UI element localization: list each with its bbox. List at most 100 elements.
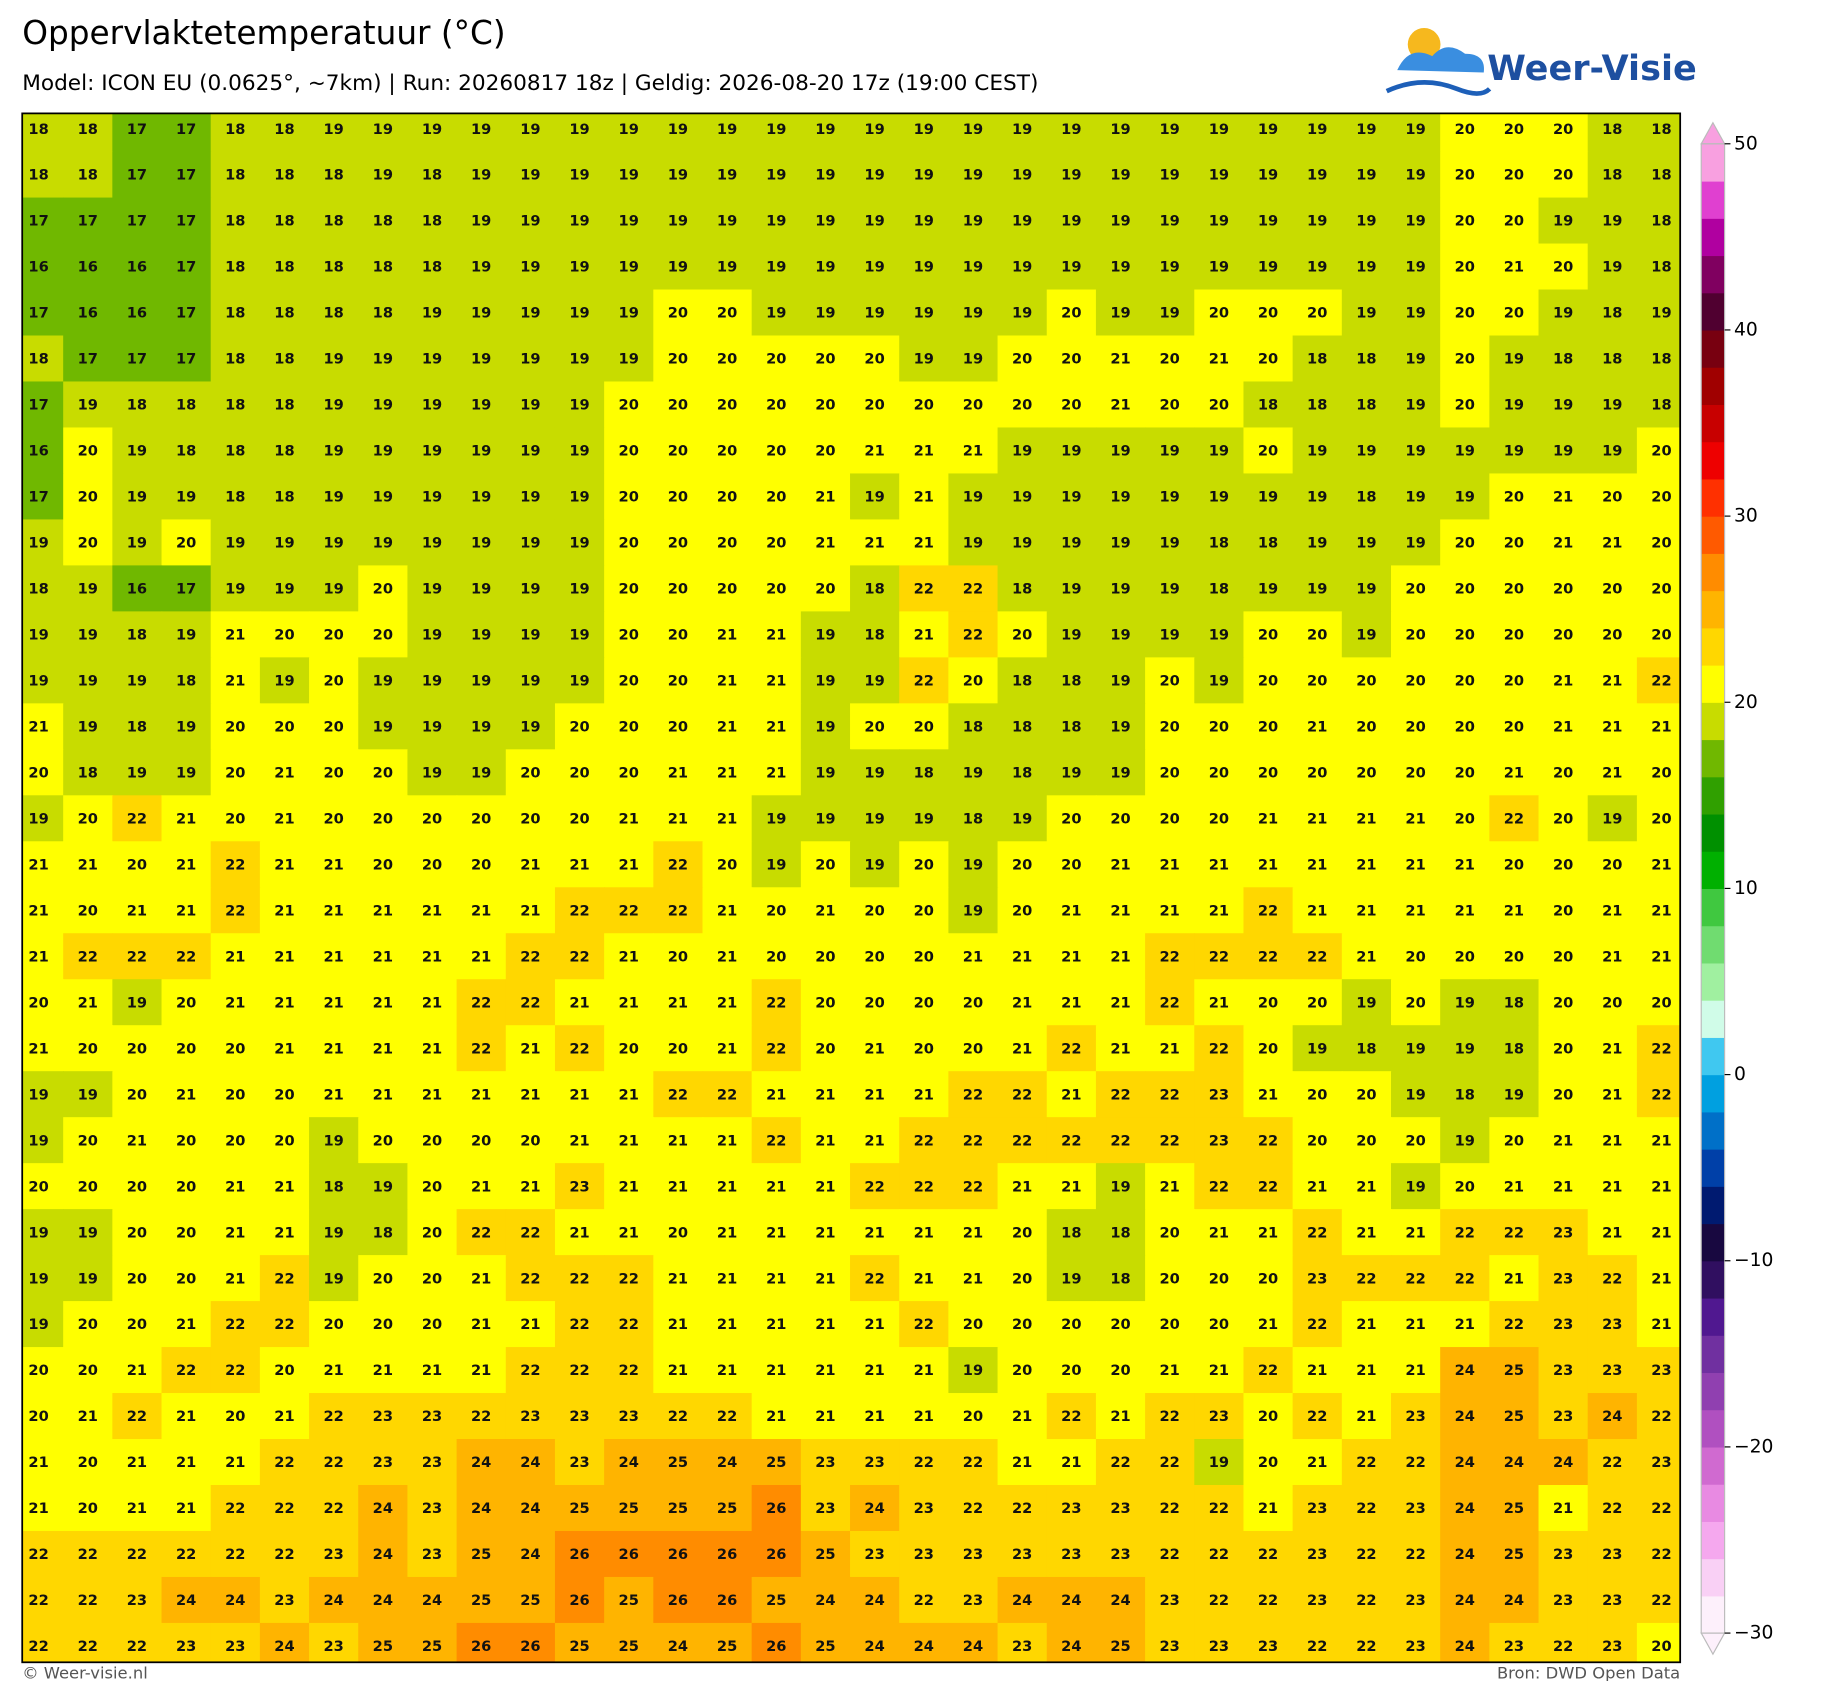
temperature-cell [850, 1347, 900, 1394]
temperature-cell [505, 1347, 556, 1394]
temperature-cell [554, 749, 605, 797]
temperature-label: 22 [1356, 1592, 1376, 1609]
temperature-cell [1243, 611, 1294, 659]
temperature-label: 20 [1061, 351, 1081, 368]
temperature-label: 19 [1405, 1086, 1425, 1103]
temperature-cell [456, 933, 507, 980]
temperature-cell [358, 841, 409, 888]
temperature-label: 20 [471, 810, 491, 827]
temperature-label: 21 [1209, 994, 1229, 1011]
temperature-cell [1587, 427, 1638, 475]
temperature-cell [1440, 519, 1491, 567]
colorbar-band [1701, 143, 1725, 182]
temperature-cell [702, 1439, 753, 1486]
temperature-label: 19 [422, 627, 442, 644]
temperature-label: 19 [569, 443, 589, 460]
temperature-label: 19 [471, 397, 491, 414]
temperature-label: 22 [225, 1362, 245, 1379]
temperature-label: 21 [1356, 1316, 1376, 1333]
temperature-label: 19 [1061, 167, 1081, 184]
temperature-label: 17 [78, 213, 98, 230]
temperature-cell [210, 1163, 261, 1210]
temperature-cell [63, 1255, 114, 1302]
temperature-label: 20 [1405, 764, 1425, 781]
temperature-cell [1636, 1485, 1681, 1532]
temperature-label: 21 [520, 856, 540, 873]
temperature-cell [1194, 565, 1245, 613]
temperature-cell [899, 243, 950, 291]
temperature-label: 19 [1455, 1132, 1475, 1149]
temperature-label: 21 [1553, 1500, 1573, 1517]
temperature-cell [1095, 1530, 1146, 1578]
temperature-label: 20 [717, 489, 737, 506]
temperature-label: 24 [1455, 1592, 1475, 1609]
temperature-label: 20 [520, 810, 540, 827]
temperature-cell [702, 657, 753, 705]
temperature-cell [653, 657, 704, 705]
temperature-label: 22 [914, 1454, 934, 1471]
temperature-cell [1636, 611, 1681, 659]
temperature-cell [1194, 1209, 1245, 1256]
temperature-cell [63, 1576, 114, 1624]
temperature-label: 22 [78, 1638, 98, 1655]
temperature-label: 20 [1258, 1408, 1278, 1425]
temperature-cell [161, 841, 212, 888]
temperature-cell [1145, 1576, 1195, 1624]
temperature-label: 20 [766, 489, 786, 506]
colorbar-band [1701, 441, 1725, 480]
temperature-label: 21 [225, 673, 245, 690]
temperature-cell [161, 519, 212, 567]
temperature-cell [1538, 1530, 1589, 1578]
temperature-cell [1489, 243, 1540, 291]
temperature-cell [899, 1622, 950, 1663]
temperature-cell [1341, 795, 1392, 842]
temperature-cell [1390, 289, 1441, 337]
temperature-cell [1243, 473, 1294, 521]
temperature-cell [505, 1622, 556, 1663]
temperature-label: 20 [1602, 627, 1622, 644]
temperature-label: 25 [471, 1546, 491, 1563]
temperature-cell [1292, 113, 1343, 153]
temperature-label: 19 [1602, 443, 1622, 460]
temperature-label: 21 [1307, 718, 1327, 735]
temperature-cell [1489, 703, 1540, 751]
temperature-label: 22 [1012, 1132, 1032, 1149]
temperature-cell [653, 473, 704, 521]
temperature-label: 22 [1012, 1086, 1032, 1103]
temperature-cell [1095, 113, 1146, 153]
temperature-label: 21 [422, 948, 442, 965]
temperature-label: 19 [471, 305, 491, 322]
temperature-cell [997, 749, 1048, 797]
temperature-cell [1538, 1301, 1589, 1348]
temperature-label: 21 [1307, 1454, 1327, 1471]
temperature-cell [800, 1485, 851, 1532]
temperature-label: 19 [1110, 305, 1130, 322]
temperature-cell [604, 1209, 655, 1256]
temperature-cell [800, 427, 851, 475]
temperature-cell [112, 197, 163, 245]
temperature-label: 21 [1012, 1454, 1032, 1471]
temperature-label: 23 [1110, 1500, 1130, 1517]
temperature-cell [1341, 933, 1392, 980]
temperature-label: 19 [225, 535, 245, 552]
temperature-label: 21 [1602, 718, 1622, 735]
temperature-label: 19 [815, 259, 835, 276]
temperature-cell [309, 1209, 359, 1256]
temperature-cell [1341, 473, 1392, 521]
temperature-cell [899, 1393, 950, 1440]
temperature-cell [1636, 657, 1681, 705]
temperature-label: 20 [422, 1270, 442, 1287]
temperature-label: 20 [28, 1408, 48, 1425]
temperature-label: 20 [1553, 1040, 1573, 1057]
temperature-label: 20 [1602, 994, 1622, 1011]
temperature-label: 18 [1012, 718, 1032, 735]
temperature-cell [63, 1025, 114, 1072]
temperature-label: 19 [127, 535, 147, 552]
temperature-label: 20 [1258, 1454, 1278, 1471]
temperature-cell [1489, 1485, 1540, 1532]
temperature-cell [997, 979, 1048, 1026]
temperature-cell [1046, 1393, 1097, 1440]
temperature-label: 21 [28, 1500, 48, 1517]
temperature-cell [63, 289, 114, 337]
temperature-cell [1440, 1439, 1491, 1486]
